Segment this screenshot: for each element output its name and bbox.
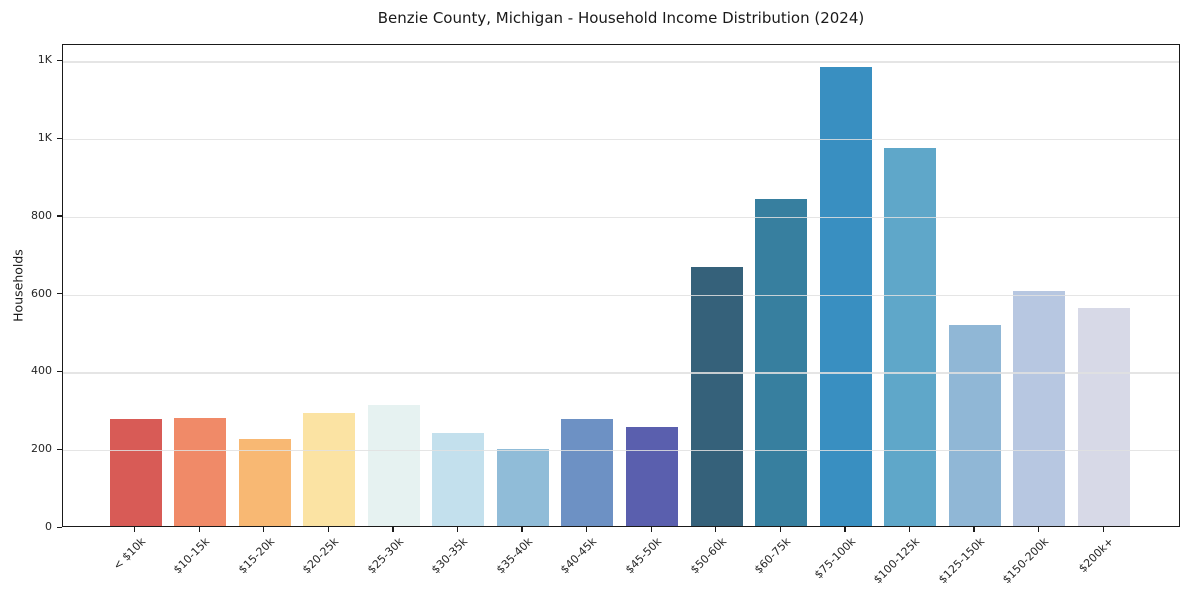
gridline-200: [63, 450, 1179, 452]
y-tick-mark: [57, 137, 62, 139]
x-tick-label: $40-45k: [558, 535, 600, 577]
x-tick-mark: [521, 527, 523, 532]
y-tick-label: 0: [45, 520, 52, 533]
x-tick-mark: [392, 527, 394, 532]
plot-area: [62, 44, 1180, 527]
x-tick-label: $15-20k: [235, 535, 277, 577]
bar-$45-50k: [626, 426, 679, 526]
y-tick-mark: [57, 59, 62, 62]
x-tick-mark: [715, 527, 717, 532]
x-tick-label: < $10k: [110, 535, 148, 573]
gridline-800: [63, 216, 1179, 219]
x-tick-mark: [198, 527, 200, 532]
bar-$50-60k: [690, 267, 743, 526]
y-tick-label: 1K: [37, 131, 52, 145]
x-tick-label: $10-15k: [170, 535, 213, 577]
x-tick-mark: [973, 527, 975, 532]
gridline-1000: [63, 139, 1179, 141]
x-tick-mark: [263, 527, 265, 532]
y-axis-label: Households: [10, 249, 26, 322]
bar-$35-40k: [496, 448, 549, 526]
x-tick-mark: [779, 527, 781, 532]
x-tick-mark: [585, 527, 588, 532]
y-tick-mark: [57, 293, 62, 295]
x-tick-label: $200k+: [1076, 535, 1117, 576]
x-tick-mark: [844, 527, 846, 532]
y-tick-label: 1K: [37, 53, 52, 67]
chart-title: Benzie County, Michigan - Household Inco…: [377, 9, 865, 27]
x-tick-label: $25-30k: [364, 535, 406, 577]
x-tick-mark: [650, 527, 652, 532]
y-tick-label: 400: [31, 364, 52, 378]
bar-$40-45k: [561, 419, 614, 526]
y-tick-label: 600: [31, 286, 52, 300]
y-tick-label: 200: [31, 442, 52, 456]
y-tick-mark: [57, 370, 62, 373]
bar-$30-35k: [432, 433, 485, 526]
y-tick-label: 800: [31, 208, 52, 222]
x-tick-mark: [908, 527, 911, 532]
x-tick-label: $30-35k: [429, 535, 471, 577]
bar-$20-25k: [303, 413, 356, 526]
x-tick-label: $20-25k: [300, 535, 342, 577]
gridline-1200: [63, 61, 1179, 63]
gridline-400: [63, 372, 1179, 374]
bar-$75-100k: [819, 67, 872, 526]
bar-$200k+: [1078, 307, 1131, 526]
x-tick-label: $125-150k: [935, 535, 988, 587]
bar-< $10k: [109, 419, 162, 526]
bar-$150-200k: [1013, 291, 1066, 526]
bar-$25-30k: [367, 405, 420, 526]
x-tick-label: $35-40k: [493, 535, 536, 577]
x-tick-label: $50-60k: [687, 535, 729, 577]
x-tick-label: $60-75k: [752, 535, 794, 577]
x-tick-mark: [1037, 527, 1040, 532]
y-tick-mark: [57, 215, 62, 217]
x-tick-label: $150-200k: [1000, 535, 1052, 587]
y-tick-mark: [57, 448, 62, 451]
bar-$10-15k: [174, 417, 227, 526]
bar-$100-125k: [884, 148, 937, 526]
x-tick-label: $45-50k: [622, 535, 665, 577]
gridline-600: [63, 294, 1179, 296]
bar-$60-75k: [755, 199, 808, 526]
x-tick-mark: [134, 527, 136, 532]
bar-$125-150k: [948, 325, 1001, 526]
x-tick-label: $100-125k: [871, 535, 923, 587]
x-tick-mark: [456, 527, 459, 532]
bar-$15-20k: [238, 439, 291, 526]
x-tick-mark: [327, 527, 329, 532]
y-tick-mark: [57, 526, 62, 528]
x-tick-label: $75-100k: [811, 535, 858, 582]
x-tick-mark: [1102, 527, 1104, 532]
